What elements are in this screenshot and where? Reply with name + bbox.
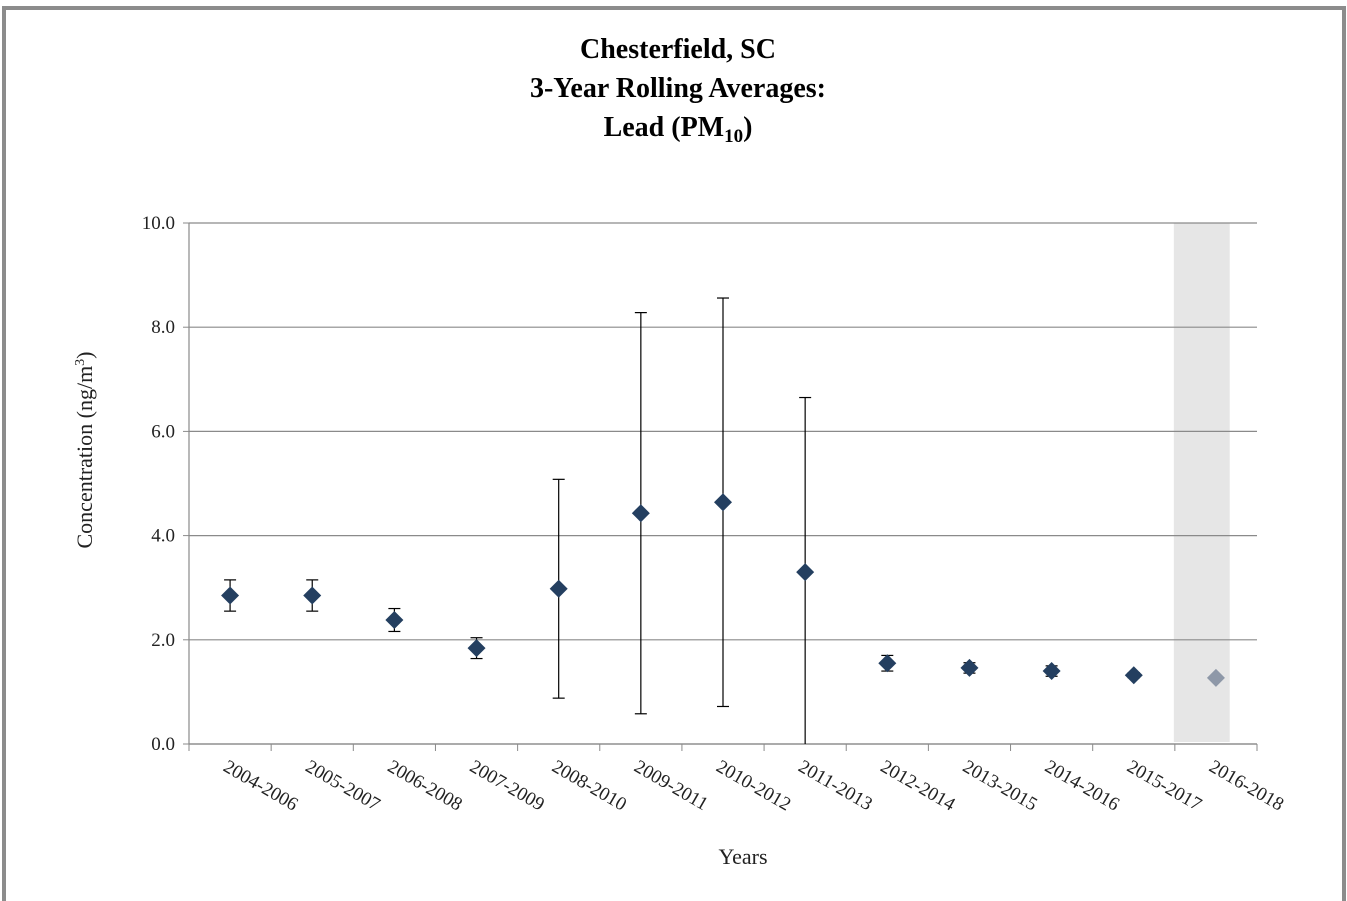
x-tick-label: 2006-2008: [384, 756, 466, 815]
data-point: [1042, 662, 1061, 681]
x-tick-label: 2012-2014: [877, 756, 959, 816]
data-point: [549, 579, 568, 598]
y-label-superscript: 3: [73, 359, 88, 366]
y-tick-label: 8.0: [151, 317, 175, 338]
x-tick-label: 2004-2006: [220, 756, 302, 815]
y-tick-label: 2.0: [151, 630, 175, 651]
data-point: [1206, 668, 1225, 687]
x-tick-label: 2009-2011: [630, 756, 711, 815]
chart-title: 3-Year Rolling Averages:: [530, 73, 826, 104]
y-tick-label: 0.0: [151, 734, 175, 755]
data-point: [221, 586, 240, 605]
title-part: ): [743, 112, 752, 143]
x-axis-label: Years: [718, 844, 767, 869]
data-point: [1124, 666, 1143, 685]
x-tick-label: 2011-2013: [795, 756, 876, 815]
title-subscript: 10: [724, 126, 743, 147]
data-point: [960, 658, 979, 677]
chart-frame: [2, 6, 1346, 901]
x-tick-label: 2013-2015: [959, 756, 1041, 815]
x-tick-label: 2008-2010: [548, 756, 630, 815]
data-point: [385, 611, 404, 630]
y-axis-label: Concentration (ng/m3): [72, 351, 97, 548]
x-tick-label: 2014-2016: [1041, 756, 1123, 815]
y-tick-label: 4.0: [151, 526, 175, 547]
x-tick-label: 2016-2018: [1205, 756, 1287, 815]
title-part: Lead (PM: [604, 112, 725, 143]
data-point: [467, 639, 486, 658]
data-point: [796, 563, 815, 582]
x-tick-label: 2005-2007: [302, 756, 384, 815]
data-point: [878, 654, 897, 673]
data-point: [303, 586, 322, 605]
data-point: [714, 493, 732, 512]
y-tick-label: 6.0: [151, 421, 175, 442]
chart-title: Lead (PM10): [604, 112, 753, 147]
x-tick-label: 2010-2012: [713, 756, 795, 815]
y-label-part: ): [72, 351, 97, 358]
chart-title: Chesterfield, SC: [580, 34, 776, 65]
highlight-band: [1173, 223, 1230, 742]
data-point: [631, 504, 650, 523]
y-tick-label: 10.0: [142, 213, 175, 234]
x-tick-label: 2007-2009: [466, 756, 548, 815]
y-label-part: Concentration (ng/m: [72, 366, 97, 549]
x-tick-label: 2015-2017: [1123, 756, 1205, 815]
